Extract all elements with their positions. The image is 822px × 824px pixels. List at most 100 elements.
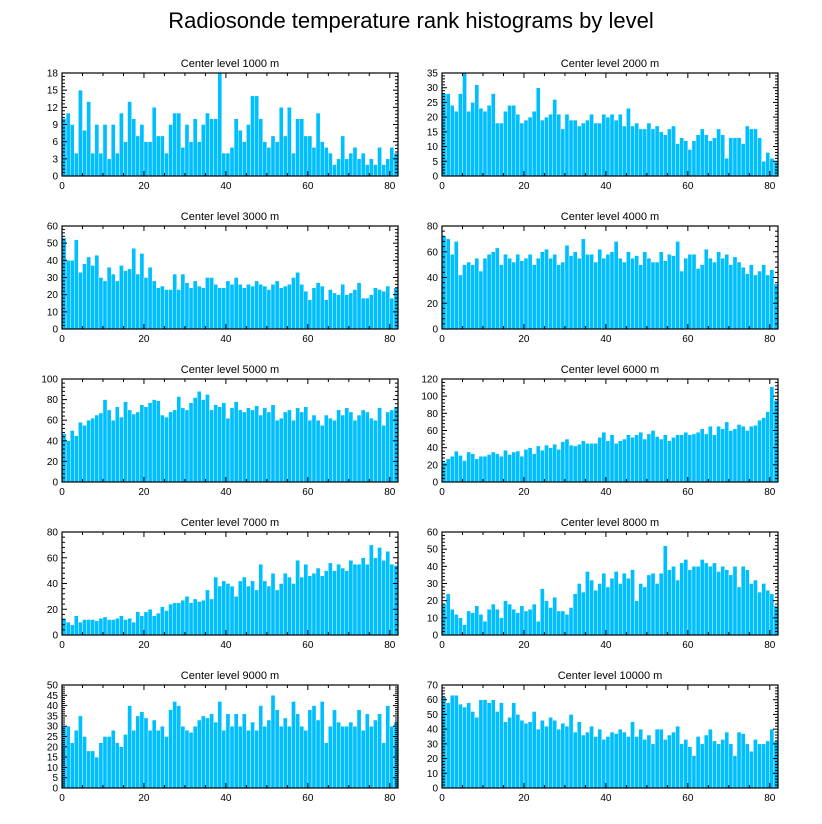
histogram-bar <box>278 726 284 789</box>
histogram-bar <box>507 717 512 789</box>
histogram-bar <box>564 726 570 789</box>
histogram-bar <box>365 411 370 483</box>
histogram-bar <box>90 619 95 636</box>
y-tick-label: 35 <box>47 711 59 722</box>
histogram-bar <box>106 158 112 177</box>
histogram-bar <box>544 116 549 177</box>
histogram-bar <box>474 84 480 177</box>
histogram-bar <box>560 610 566 636</box>
histogram-bar <box>324 414 329 483</box>
histogram-bar <box>740 566 746 636</box>
histogram-bar <box>295 560 300 636</box>
histogram-bar <box>307 575 313 636</box>
histogram-bar <box>188 732 194 789</box>
y-tick-label: 60 <box>427 695 439 706</box>
x-tick-label: 60 <box>302 640 314 651</box>
histogram-bar <box>622 261 627 330</box>
histogram-bar <box>266 719 272 789</box>
histogram-bar <box>270 573 276 636</box>
histogram-bar <box>143 141 149 177</box>
histogram-bar <box>708 140 713 177</box>
histogram-bar <box>589 113 594 177</box>
histogram-bar <box>548 607 553 636</box>
y-tick-label: 100 <box>41 375 58 386</box>
histogram-bar <box>560 261 566 330</box>
histogram-bar <box>69 742 75 789</box>
histogram-bar <box>147 141 153 177</box>
histogram-bar <box>262 580 268 636</box>
histogram-bar <box>646 122 652 177</box>
histogram-bar <box>462 706 467 789</box>
histogram-panel: 0 20 40 60 80 0 20 40 60 80 Center level 4000 m <box>427 211 779 345</box>
histogram-bar <box>135 411 141 483</box>
histogram-bar <box>176 705 182 789</box>
histogram-bar <box>315 282 321 330</box>
histogram-bar <box>728 743 734 789</box>
histogram-bar <box>356 158 362 177</box>
histogram-bar <box>699 128 705 177</box>
histogram-bar <box>531 453 537 483</box>
histogram-bar <box>445 702 451 789</box>
histogram-bar <box>667 440 672 483</box>
histogram-bar <box>462 460 467 483</box>
histogram-bar <box>344 726 350 789</box>
histogram-bar <box>466 111 471 177</box>
histogram-bar <box>233 713 239 789</box>
histogram-bar <box>548 113 553 177</box>
histogram-bar <box>671 731 676 789</box>
histogram-bar <box>589 443 594 483</box>
histogram-bar <box>156 287 161 330</box>
histogram-bar <box>671 566 676 636</box>
histogram-panel: 0 20 40 60 80 0 5 10 15 20 25 30 35 Center level 2000… <box>427 58 779 192</box>
histogram-bar <box>519 720 525 789</box>
histogram-bar <box>585 119 590 177</box>
y-tick-label: 40 <box>47 436 59 447</box>
histogram-bar <box>254 730 259 789</box>
histogram-bar <box>556 113 562 177</box>
x-tick-label: 0 <box>59 181 65 192</box>
histogram-bar <box>303 563 309 636</box>
y-tick-label: 20 <box>427 754 439 765</box>
histogram-bar <box>213 404 218 483</box>
histogram-bar <box>110 420 116 483</box>
y-tick-label: 35 <box>427 69 439 80</box>
histogram-bar <box>258 118 263 177</box>
histogram-bar <box>90 265 95 330</box>
histogram-bar <box>544 444 549 483</box>
histogram-bar <box>127 101 132 177</box>
histogram-bar <box>761 743 766 789</box>
histogram-bar <box>90 417 95 483</box>
x-tick-label: 80 <box>764 640 776 651</box>
histogram-bar <box>119 615 124 636</box>
histogram-bar <box>450 695 455 789</box>
histogram-bar <box>102 124 108 177</box>
histogram-bar <box>486 609 492 636</box>
histogram-bar <box>740 267 746 330</box>
histogram-bar <box>683 559 689 636</box>
histogram-bar <box>601 739 607 789</box>
histogram-bar <box>679 434 684 483</box>
histogram-bar <box>609 578 615 636</box>
histogram-bar <box>151 399 157 483</box>
histogram-bar <box>352 726 358 789</box>
panel-title: Center level 1000 m <box>181 58 279 70</box>
histogram-bar <box>385 285 391 330</box>
histogram-bar <box>315 567 321 636</box>
histogram-bar <box>486 454 492 483</box>
histogram-bar <box>340 567 345 636</box>
histogram-bar <box>527 609 533 636</box>
histogram-bar <box>622 731 627 789</box>
histogram-bar <box>192 118 198 177</box>
histogram-bar <box>201 715 206 789</box>
y-tick-label: 12 <box>47 103 59 114</box>
histogram-bar <box>699 743 705 789</box>
y-tick-label: 5 <box>432 157 438 168</box>
histogram-bar <box>712 562 717 636</box>
histogram-bar <box>303 730 309 789</box>
histogram-bar <box>151 719 157 789</box>
histogram-panel: 0 20 40 60 80 0 10 20 30 40 50 60 70 Center level 100… <box>427 670 779 804</box>
histogram-bar <box>237 130 243 177</box>
histogram-bar <box>556 610 562 636</box>
histogram-bar <box>667 254 672 330</box>
x-tick-label: 20 <box>138 640 150 651</box>
